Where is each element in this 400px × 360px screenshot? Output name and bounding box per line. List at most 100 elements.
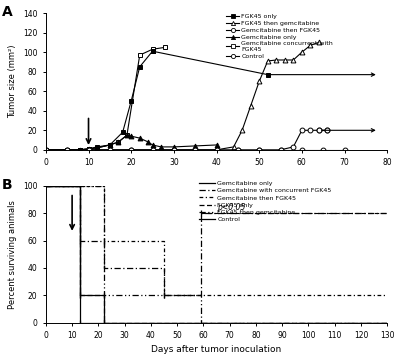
FGK45 only: [44, 148, 48, 152]
FGK45 then gemcitabine: [86, 148, 91, 152]
Gemcitabine then FGK45: [129, 148, 134, 152]
Line: Gemcitabine only: Gemcitabine only: [46, 186, 387, 323]
Gemcitabine then FGK45: [300, 128, 304, 132]
Gemcitabine concurrent with
FGK45: [78, 148, 82, 152]
Gemcitabine only: [101, 293, 106, 297]
Gemcitabine then FGK45: [150, 148, 155, 152]
Line: FGK45 then gemcitabine: FGK45 then gemcitabine: [46, 186, 387, 323]
Gemcitabine then FGK45: [65, 148, 70, 152]
Text: B: B: [2, 177, 12, 192]
Gemcitabine with concurrent FGK45: [78, 184, 82, 188]
Line: Control: Control: [46, 186, 387, 323]
Line: Control: Control: [44, 147, 347, 152]
Control: [150, 148, 155, 152]
Gemcitabine concurrent with
FGK45: [95, 146, 100, 150]
Gemcitabine only: [44, 148, 48, 152]
Control: [108, 148, 112, 152]
FGK45 then gemcitabine: [240, 128, 244, 132]
Control: [278, 148, 283, 152]
FGK45 then gemcitabine: [291, 58, 296, 62]
Gemcitabine concurrent with
FGK45: [65, 148, 70, 152]
Control: [44, 148, 48, 152]
Gemcitabine with concurrent FGK45: [78, 238, 82, 243]
Control: [78, 320, 82, 325]
Gemcitabine with concurrent FGK45: [162, 266, 166, 270]
FGK45 only: [150, 49, 155, 53]
Gemcitabine only: [150, 143, 155, 147]
FGK45 then gemcitabine: [274, 58, 279, 62]
Line: FGK45 only: FGK45 only: [46, 186, 387, 323]
Gemcitabine only: [137, 136, 142, 140]
FGK45 then gemcitabine: [172, 148, 176, 152]
Gemcitabine then FGK45: [236, 148, 240, 152]
FGK45 then gemcitabine: [101, 184, 106, 188]
Gemcitabine then FGK45: [193, 148, 198, 152]
Control: [236, 148, 240, 152]
Gemcitabine then FGK45: [162, 238, 166, 243]
Gemcitabine only: [78, 184, 82, 188]
Gemcitabine then FGK45: [101, 184, 106, 188]
Line: Gemcitabine then FGK45: Gemcitabine then FGK45: [46, 186, 387, 295]
Gemcitabine then FGK45: [108, 148, 112, 152]
Control: [86, 148, 91, 152]
Gemcitabine with concurrent FGK45: [101, 238, 106, 243]
FGK45 then gemcitabine: [129, 148, 134, 152]
Y-axis label: Tumor size (mm²): Tumor size (mm²): [8, 45, 18, 118]
FGK45 only: [129, 99, 134, 103]
Gemcitabine concurrent with
FGK45: [124, 133, 129, 138]
FGK45 only: [385, 320, 390, 325]
FGK45 then gemcitabine: [65, 148, 70, 152]
Gemcitabine only: [78, 148, 82, 152]
FGK45 then gemcitabine: [150, 148, 155, 152]
Gemcitabine only: [193, 144, 198, 148]
Gemcitabine then FGK45: [385, 293, 390, 297]
Gemcitabine concurrent with
FGK45: [44, 148, 48, 152]
Gemcitabine only: [86, 147, 91, 151]
FGK45 then gemcitabine: [300, 50, 304, 54]
FGK45 only: [120, 130, 125, 134]
Line: Gemcitabine then FGK45: Gemcitabine then FGK45: [44, 128, 330, 152]
Gemcitabine only: [44, 184, 48, 188]
Control: [300, 148, 304, 152]
Y-axis label: Percent surviving animals: Percent surviving animals: [8, 200, 18, 309]
FGK45 then gemcitabine: [265, 59, 270, 63]
Gemcitabine only: [159, 145, 164, 149]
Gemcitabine only: [124, 133, 129, 138]
Line: Gemcitabine with concurrent FGK45: Gemcitabine with concurrent FGK45: [46, 186, 387, 295]
Gemcitabine then FGK45: [86, 148, 91, 152]
Gemcitabine concurrent with
FGK45: [108, 143, 112, 147]
Gemcitabine with concurrent FGK45: [162, 293, 166, 297]
Gemcitabine only: [95, 146, 100, 150]
FGK45 then gemcitabine: [248, 104, 253, 108]
Gemcitabine with concurrent FGK45: [101, 266, 106, 270]
FGK45 only: [86, 147, 91, 151]
Control: [321, 148, 326, 152]
Text: A: A: [2, 5, 12, 19]
Gemcitabine then FGK45: [172, 148, 176, 152]
Gemcitabine with concurrent FGK45: [44, 184, 48, 188]
FGK45 only: [137, 65, 142, 69]
Line: Gemcitabine concurrent with
FGK45: Gemcitabine concurrent with FGK45: [44, 45, 168, 152]
Gemcitabine only: [78, 293, 82, 297]
Gemcitabine concurrent with
FGK45: [116, 140, 121, 144]
FGK45 then gemcitabine: [198, 293, 203, 297]
Gemcitabine then FGK45: [316, 128, 321, 132]
Legend: FGK45 only, FGK45 then gemcitabine, Gemcitabine then FGK45, Gemcitabine only, Ge: FGK45 only, FGK45 then gemcitabine, Gemc…: [226, 14, 333, 59]
FGK45 only: [101, 320, 106, 325]
Gemcitabine then FGK45: [101, 238, 106, 243]
FGK45 then gemcitabine: [44, 184, 48, 188]
Control: [129, 148, 134, 152]
FGK45 only: [65, 148, 70, 152]
Control: [172, 148, 176, 152]
Gemcitabine only: [116, 140, 121, 144]
FGK45 only: [44, 184, 48, 188]
Control: [44, 184, 48, 188]
Gemcitabine with concurrent FGK45: [198, 293, 203, 297]
Gemcitabine then FGK45: [291, 145, 296, 149]
FGK45 then gemcitabine: [214, 148, 219, 152]
Gemcitabine only: [129, 134, 134, 138]
Gemcitabine then FGK45: [308, 128, 313, 132]
FGK45 then gemcitabine: [385, 320, 390, 325]
Gemcitabine concurrent with
FGK45: [163, 45, 168, 49]
Gemcitabine concurrent with
FGK45: [150, 47, 155, 51]
